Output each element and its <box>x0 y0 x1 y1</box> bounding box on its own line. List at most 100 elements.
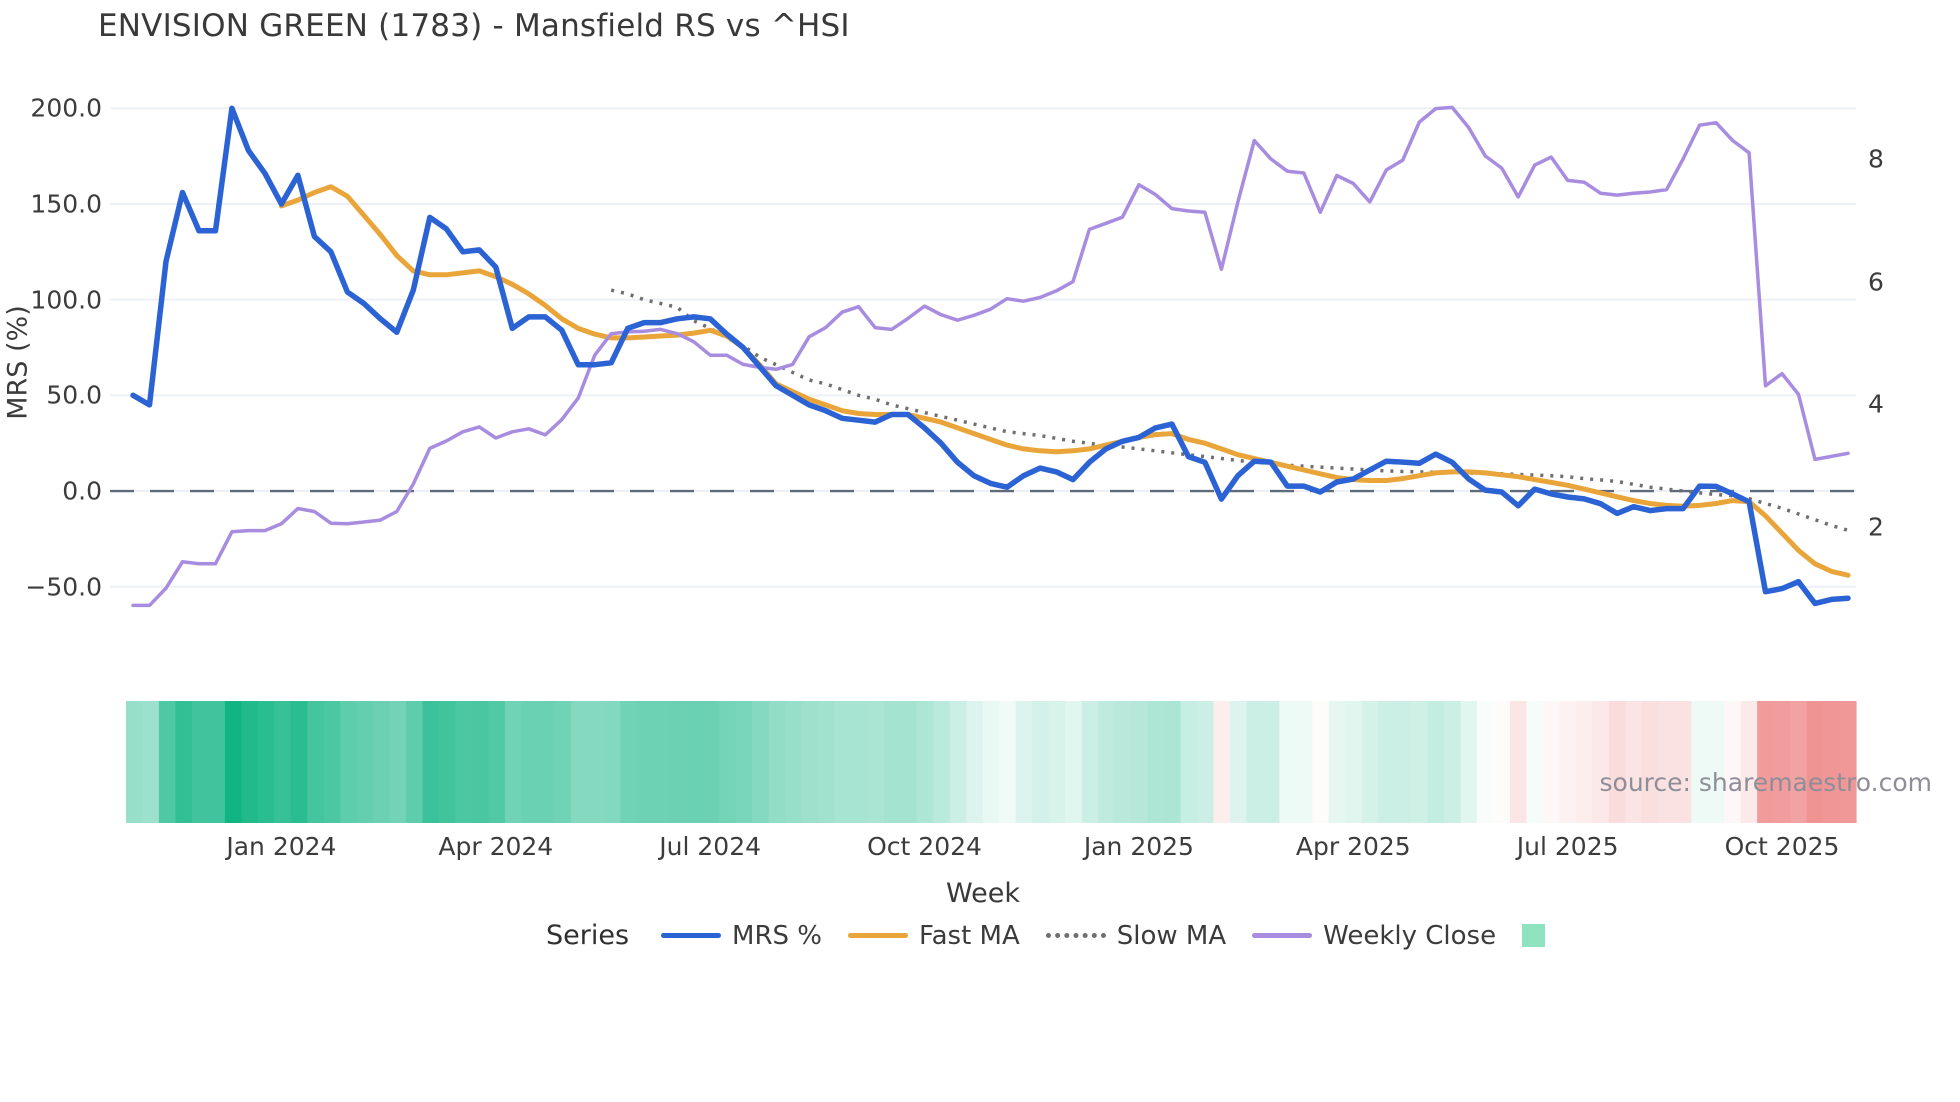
y-tick-label-right: 2 <box>1868 512 1884 542</box>
legend-title: Series <box>546 920 630 951</box>
heatmap-cell <box>1246 701 1264 823</box>
legend-item: MRS % <box>661 921 822 951</box>
heatmap-cell <box>1098 701 1116 823</box>
heatmap-cell <box>653 701 671 823</box>
heatmap-cell <box>1790 701 1808 823</box>
heatmap-cell <box>1493 701 1511 823</box>
legend-item: Fast MA <box>848 921 1020 951</box>
heatmap-cell <box>620 701 638 823</box>
heatmap-cell <box>1131 701 1149 823</box>
x-tick-label: Apr 2024 <box>438 832 554 861</box>
y-tick-label-left: 50.0 <box>46 380 102 410</box>
series-lines <box>130 105 1851 608</box>
series-fast-ma-line <box>278 184 1851 578</box>
y-tick-label-left: 0.0 <box>62 476 102 506</box>
heatmap-cell <box>1740 701 1758 823</box>
heatmap-cell <box>834 701 852 823</box>
heatmap-cell <box>867 701 885 823</box>
heatmap-cell <box>1312 701 1330 823</box>
heatmap-cell <box>785 701 803 823</box>
x-tick-label: Oct 2024 <box>867 832 982 861</box>
heatmap-cell <box>768 701 786 823</box>
heatmap-cell <box>1164 701 1182 823</box>
heatmap-cell <box>1196 701 1215 823</box>
heatmap-cell <box>439 701 457 823</box>
heatmap-cell <box>1114 701 1132 823</box>
heatmap-cell <box>1411 701 1429 823</box>
y-tick-label-left: −50.0 <box>25 572 102 602</box>
heatmap-cell <box>1427 701 1445 823</box>
heatmap-cell <box>801 701 819 823</box>
heatmap-cell <box>554 701 572 823</box>
heatmap-cell <box>1477 701 1495 823</box>
legend-swatch-fast-ma <box>848 933 909 938</box>
heatmap-cell <box>1460 701 1478 823</box>
heatmap-cell <box>686 701 704 823</box>
x-tick-label: Jan 2024 <box>226 832 337 861</box>
heatmap-cell <box>999 701 1017 823</box>
heatmap-cell <box>1229 701 1247 823</box>
gridlines <box>110 107 1856 588</box>
heatmap-cell <box>1691 701 1709 823</box>
heatmap-cell <box>158 701 177 823</box>
heatmap-cell <box>735 701 753 823</box>
heatmap-cell <box>1575 701 1593 823</box>
heatmap-cell <box>290 701 308 823</box>
heatmap-cell <box>966 701 984 823</box>
heatmap-cell <box>1757 701 1775 823</box>
heatmap-cell <box>356 701 374 823</box>
heatmap-cell <box>455 701 473 823</box>
heatmap-cell <box>126 701 144 823</box>
legend-swatch-mrs- <box>661 933 722 938</box>
heatmap-cell <box>1823 701 1841 823</box>
heatmap-cell <box>636 701 654 823</box>
heatmap-cell <box>1526 701 1544 823</box>
heatmap-strip <box>126 701 1857 823</box>
heatmap-cell <box>307 701 325 823</box>
heatmap-cell <box>1674 701 1692 823</box>
heatmap-cell <box>570 701 588 823</box>
heatmap-cell <box>1048 701 1066 823</box>
heatmap-cell <box>422 701 440 823</box>
heatmap-cell <box>883 701 901 823</box>
heatmap-cell <box>702 701 720 823</box>
heatmap-cell <box>191 701 209 823</box>
y-axis-title-left: MRS (%) <box>2 305 34 420</box>
heatmap-cell <box>521 701 539 823</box>
legend-item-label: MRS % <box>732 920 823 951</box>
heatmap-cell <box>1081 701 1099 823</box>
legend-items: MRS % Fast MA Slow MA Weekly Close <box>661 921 1546 951</box>
heatmap-cell <box>1180 701 1198 823</box>
heatmap-cell <box>1608 701 1626 823</box>
heatmap-cell <box>752 701 770 823</box>
y-tick-label-left: 100.0 <box>30 285 102 315</box>
legend-item: Weekly Close <box>1252 921 1496 951</box>
heatmap-cell <box>603 701 621 823</box>
heatmap-cell <box>1147 701 1165 823</box>
heatmap-cell <box>1262 701 1280 823</box>
heatmap-cell <box>472 701 490 823</box>
heatmap-cell <box>373 701 391 823</box>
x-tick-label: Jan 2025 <box>1083 832 1194 861</box>
legend-item-label: Weekly Close <box>1323 920 1497 951</box>
heatmap-cell <box>1345 701 1363 823</box>
heatmap-cell <box>1641 701 1659 823</box>
heatmap-cell <box>224 701 242 823</box>
heatmap-cell <box>1279 701 1297 823</box>
heatmap-cell <box>1724 701 1742 823</box>
y-tick-label-left: 200.0 <box>30 93 102 123</box>
heatmap-cell <box>900 701 918 823</box>
heatmap-cell <box>1328 701 1346 823</box>
heatmap-cell <box>1065 701 1083 823</box>
heatmap-cell <box>933 701 951 823</box>
x-tick-label: Jul 2024 <box>659 832 762 861</box>
heatmap-cell <box>1592 701 1610 823</box>
heatmap-cell <box>949 701 967 823</box>
heatmap-cell <box>1559 701 1577 823</box>
legend-swatch-heatmap <box>1522 924 1546 947</box>
heatmap-cell <box>587 701 605 823</box>
legend-item-label: Fast MA <box>919 920 1020 951</box>
y-tick-label-right: 4 <box>1868 389 1884 419</box>
heatmap-cell <box>1015 701 1033 823</box>
